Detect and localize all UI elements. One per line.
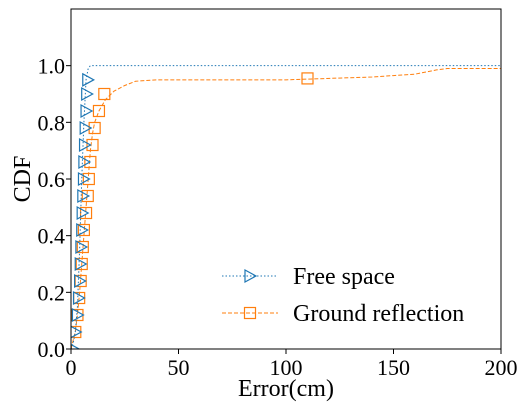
free-space-marker — [74, 256, 88, 272]
free-space-marker — [76, 205, 90, 221]
ground-reflection-marker — [84, 155, 97, 169]
free-space-marker — [77, 188, 91, 204]
plot-marks — [71, 65, 501, 349]
free-space-marker — [71, 343, 81, 349]
y-tick-label: 0.6 — [38, 167, 66, 192]
free-space-marker — [78, 137, 92, 153]
ground-reflection-marker — [81, 189, 94, 203]
axis-ticks: 0 50 100 150 200 0.0 0.2 0.4 0.6 0.8 1.0 — [38, 54, 518, 380]
x-tick-label: 50 — [168, 355, 190, 380]
legend-ground-reflection-marker — [243, 306, 257, 320]
ground-reflection-marker — [92, 104, 106, 118]
x-tick-label: 200 — [485, 355, 518, 380]
free-space-marker — [80, 103, 94, 119]
free-space-marker — [76, 222, 90, 238]
plot-frame — [70, 8, 502, 350]
y-tick-label: 0.4 — [38, 224, 66, 249]
legend: Free space Ground reflection — [222, 264, 464, 327]
free-space-marker — [82, 72, 96, 87]
free-space-marker — [73, 273, 87, 289]
y-tick-label: 0.0 — [38, 337, 66, 362]
legend-ground-reflection-label: Ground reflection — [293, 301, 464, 327]
free-space-marker — [77, 171, 91, 187]
free-space-marker — [71, 307, 85, 323]
x-axis-label: Error(cm) — [238, 376, 334, 402]
free-space-marker — [75, 239, 89, 255]
x-tick-label: 0 — [66, 355, 77, 380]
ground-reflection-marker — [82, 172, 95, 186]
ground-reflection-marker — [98, 87, 111, 101]
free-space-marker — [72, 290, 86, 306]
legend-free-space-label: Free space — [293, 264, 395, 290]
y-tick-label: 1.0 — [38, 54, 66, 79]
free-space-marker — [81, 86, 94, 102]
ground-reflection-marker — [76, 240, 89, 254]
y-axis-label: CDF — [10, 156, 36, 203]
y-tick-label: 0.8 — [38, 110, 66, 135]
ground-reflection-marker — [301, 72, 314, 85]
free-space-marker — [79, 120, 93, 136]
x-tick-label: 150 — [377, 355, 410, 380]
ground-reflection-marker — [86, 138, 99, 152]
free-space-marker — [78, 154, 92, 170]
ground-reflection-marker — [88, 121, 101, 135]
free-space-marker — [71, 325, 83, 339]
ground-reflection-marker — [77, 223, 91, 237]
legend-free-space-marker — [244, 268, 258, 284]
x-tick-label: 100 — [270, 355, 303, 380]
y-tick-label: 0.2 — [38, 280, 66, 305]
